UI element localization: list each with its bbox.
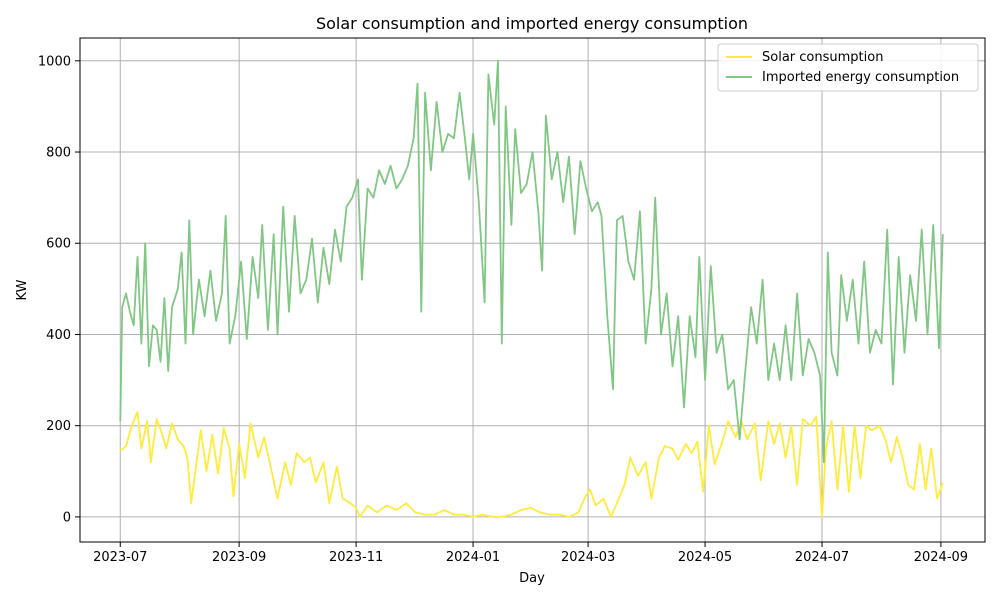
x-tick-label: 2024-01 xyxy=(446,550,500,565)
x-tick-label: 2024-05 xyxy=(678,550,732,565)
series-layer xyxy=(119,59,944,518)
series-line-imported xyxy=(119,59,944,464)
x-tick-label: 2024-09 xyxy=(914,550,968,565)
y-tick-label: 600 xyxy=(46,237,71,252)
y-tick-label: 1000 xyxy=(38,54,71,69)
legend-label-solar: Solar consumption xyxy=(762,50,883,65)
y-tick-label: 0 xyxy=(63,510,71,525)
legend-label-imported: Imported energy consumption xyxy=(762,70,959,85)
x-tick-label: 2023-07 xyxy=(93,550,147,565)
y-axis-label: KW xyxy=(15,279,30,300)
x-axis: 2023-07 2023-09 2023-11 2024-01 2024-03 2024-… xyxy=(93,542,968,565)
legend-box xyxy=(717,43,979,92)
x-tick-label: 2023-09 xyxy=(212,550,266,565)
x-tick-label: 2023-11 xyxy=(329,550,383,565)
grid xyxy=(80,38,985,542)
legend: Solar consumption Imported energy consum… xyxy=(717,43,979,92)
series-line-solar xyxy=(119,411,944,518)
y-tick-label: 800 xyxy=(46,146,71,161)
y-tick-label: 400 xyxy=(46,328,71,343)
plot-frame xyxy=(79,37,986,543)
chart-title: Solar consumption and imported energy co… xyxy=(316,14,748,33)
y-axis: 0 200 400 600 800 1000 xyxy=(38,54,80,525)
x-tick-label: 2024-03 xyxy=(561,550,615,565)
y-tick-label: 200 xyxy=(46,419,71,434)
x-axis-label: Day xyxy=(519,571,545,586)
x-tick-label: 2024-07 xyxy=(795,550,849,565)
